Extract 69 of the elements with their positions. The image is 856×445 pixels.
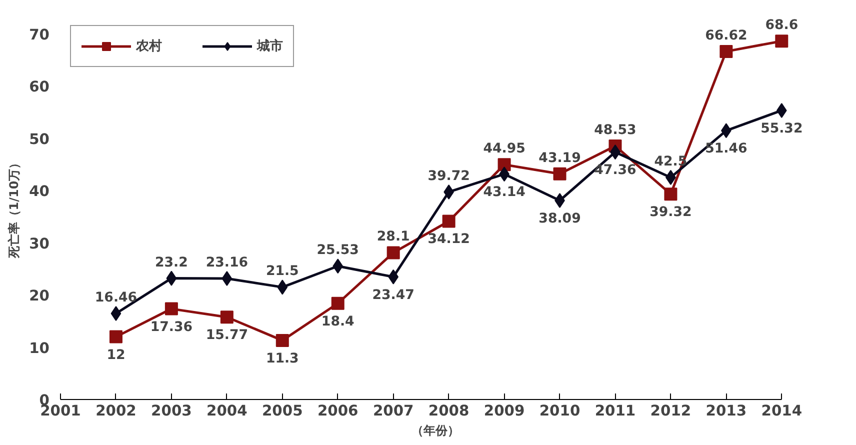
y-tick-label: 60 [29,78,50,96]
data-label: 28.1 [376,230,410,245]
point [166,270,177,286]
x-tick-label: 2002 [96,402,136,420]
point [222,271,232,286]
point [554,193,565,208]
data-label: 23.47 [372,288,414,303]
x-tick-label: 2003 [151,402,192,420]
x-tick-label: 2013 [706,402,747,420]
point [775,34,788,48]
x-tick-label: 2005 [262,402,303,420]
point [332,258,344,274]
x-tick-label: 2011 [594,402,636,420]
legend-label: 城市 [257,38,283,55]
point [277,280,288,295]
data-label: 34.12 [428,232,470,248]
data-label: 47.36 [594,163,636,178]
data-label: 21.5 [266,264,299,280]
data-label: 16.46 [94,290,138,306]
data-label: 51.46 [705,142,748,157]
legend-label: 农村 [136,38,162,55]
y-axis-title: 死亡率（1/10万） [7,156,22,260]
point [498,158,511,172]
x-tick-label: 2006 [317,402,358,420]
data-label: 39.72 [428,168,470,184]
y-tick-label: 30 [29,235,50,252]
data-label: 44.95 [483,142,526,157]
data-label: 17.36 [150,320,193,335]
data-label: 66.62 [705,28,748,44]
data-label: 15.77 [206,328,248,344]
data-label: 11.3 [266,351,299,366]
y-tick-label: 10 [29,340,50,357]
point [553,167,566,180]
y-tick-label: 50 [29,130,50,148]
point [720,44,733,58]
data-label: 43.19 [538,150,581,166]
point [331,296,344,310]
y-tick-label: 70 [29,26,50,44]
data-label: 43.14 [483,185,526,200]
y-tick-label: 20 [29,288,50,305]
x-tick-label: 2010 [539,402,580,420]
point [388,269,399,284]
point [442,214,456,228]
point [109,330,122,344]
point [220,310,234,324]
data-label: 25.53 [316,243,359,258]
x-tick-label: 2007 [372,402,414,420]
x-tick-label: 2008 [428,402,470,420]
x-tick-label: 2009 [484,402,525,420]
data-label: 68.6 [765,18,798,34]
data-label: 18.4 [321,314,354,330]
point [664,188,678,201]
point [776,102,787,118]
x-tick-label: 2014 [761,402,802,420]
x-axis-title: （年份） [412,424,460,438]
point [276,334,289,347]
x-tick-label: 2004 [206,402,248,420]
data-label: 55.32 [760,121,803,136]
data-label: 38.09 [538,212,581,226]
data-label: 12 [106,348,126,363]
x-tick-label: 2012 [650,402,692,420]
point [110,306,122,322]
data-label: 48.53 [594,122,636,138]
data-label: 23.16 [206,256,248,270]
y-tick-label: 40 [29,183,50,200]
point [386,246,400,260]
data-label: 39.32 [650,205,692,220]
data-label: 23.2 [155,255,188,270]
point [164,302,178,316]
